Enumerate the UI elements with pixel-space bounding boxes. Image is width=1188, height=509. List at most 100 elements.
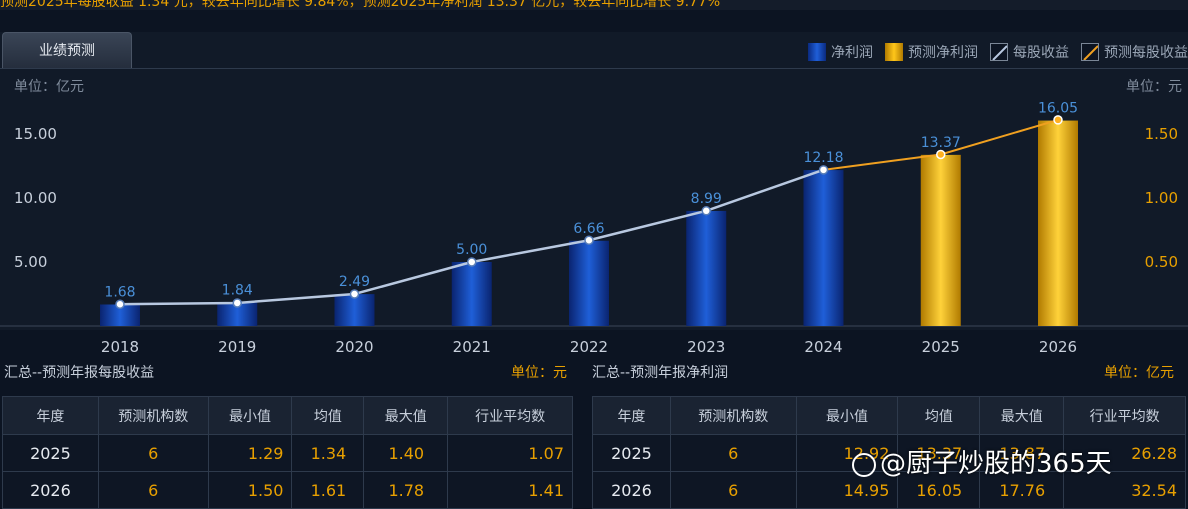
table-row: 2025 6 12.92 13.37 13.87 26.28: [592, 434, 1186, 472]
cell-industry-avg: 1.07: [447, 434, 573, 472]
bar-data-label: 12.18: [803, 150, 843, 166]
profit-summary-table: 年度 预测机构数 最小值 均值 最大值 行业平均数 2025 6 12.92 1…: [592, 396, 1186, 509]
cell-institutions: 6: [669, 471, 797, 509]
cell-mean: 1.61: [291, 471, 365, 509]
bar-data-label: 1.84: [222, 282, 253, 298]
net-profit-bar: [686, 210, 727, 326]
net-profit-bar: [803, 170, 844, 326]
cell-year: 2025: [592, 434, 671, 472]
net-profit-bar: [217, 302, 258, 326]
net-profit-bar: [569, 240, 609, 326]
table-row: 2025 6 1.29 1.34 1.40 1.07: [2, 434, 573, 472]
cell-max: 13.87: [979, 434, 1065, 472]
legend-forecast-net-profit-label: 预测净利润: [908, 45, 978, 61]
eps-point: [584, 235, 594, 245]
bar-data-label: 13.37: [921, 135, 961, 151]
net-profit-bar: [451, 262, 492, 326]
eps-point: [818, 165, 829, 175]
profit-table-title: 汇总--预测年报净利润: [592, 365, 729, 381]
left-axis-tick-label: 10.00: [14, 189, 57, 207]
legend-net-profit-label: 净利润: [831, 45, 873, 61]
forecast-net-profit-swatch: [885, 43, 903, 61]
cell-min: 1.50: [207, 471, 293, 509]
legend-forecast-eps[interactable]: 预测每股收益: [1081, 42, 1188, 62]
eps-point: [232, 298, 242, 308]
watermark-logo-icon: [852, 452, 876, 477]
top-ticker-text: 预测2025年每股收益 1.34 元，较去年同比增长 9.84%，预测2025年…: [0, 0, 721, 10]
col-mean: 均值: [897, 396, 981, 435]
net-profit-bar: [100, 304, 140, 326]
eps-point: [349, 289, 360, 299]
bar-data-label: 16.05: [1038, 101, 1078, 117]
x-axis-category-label: 2020: [335, 338, 373, 356]
left-axis-tick-label: 5.00: [14, 253, 47, 271]
forecast-eps-point: [1053, 115, 1063, 125]
bar-data-label: 1.68: [104, 284, 135, 300]
chart-legend: 净利润 预测净利润 每股收益 预测每股收益: [796, 42, 1188, 62]
forecast-net-profit-bar: [920, 154, 961, 326]
cell-max: 1.78: [363, 471, 449, 509]
cell-industry-avg: 26.28: [1063, 434, 1186, 472]
legend-net-profit[interactable]: 净利润: [808, 42, 873, 62]
forecast-eps-point: [936, 149, 946, 160]
legend-eps[interactable]: 每股收益: [990, 42, 1069, 62]
table-row: 2026 6 1.50 1.61 1.78 1.41: [2, 471, 573, 509]
bar-data-label: 8.99: [691, 191, 722, 207]
eps-line-swatch: [990, 43, 1008, 61]
x-axis-category-label: 2025: [922, 338, 960, 356]
eps-table-unit: 单位：元: [511, 365, 567, 381]
legend-eps-label: 每股收益: [1013, 45, 1069, 61]
eps-point: [701, 206, 711, 216]
top-ticker-bar: 预测2025年每股收益 1.34 元，较去年同比增长 9.84%，预测2025年…: [0, 0, 1188, 10]
cell-mean: 13.37: [897, 434, 981, 472]
net-profit-swatch: [808, 43, 826, 61]
eps-point: [467, 257, 477, 267]
right-axis-unit: 单位：元: [1126, 79, 1182, 95]
right-axis-tick-label: 1.50: [1145, 125, 1178, 143]
cell-max: 1.40: [363, 434, 449, 472]
col-max: 最大值: [979, 396, 1065, 435]
forecast-eps-line-swatch: [1081, 43, 1099, 61]
cell-year: 2026: [2, 471, 99, 509]
col-mean: 均值: [291, 396, 365, 435]
cell-institutions: 6: [97, 434, 209, 472]
col-year: 年度: [592, 396, 671, 435]
table-header-row: 年度 预测机构数 最小值 均值 最大值 行业平均数: [592, 396, 1186, 435]
cell-year: 2026: [592, 471, 671, 509]
left-axis-tick-label: 15.00: [14, 125, 57, 143]
profit-table-unit: 单位：亿元: [1104, 365, 1174, 381]
x-axis-category-label: 2022: [570, 338, 608, 356]
x-axis-category-label: 2024: [804, 338, 842, 356]
cell-mean: 1.34: [291, 434, 365, 472]
cell-industry-avg: 1.41: [447, 471, 573, 509]
x-axis-category-label: 2026: [1039, 338, 1077, 356]
cell-institutions: 6: [669, 434, 797, 472]
col-institutions: 预测机构数: [97, 396, 209, 435]
legend-forecast-eps-label: 预测每股收益: [1104, 45, 1188, 61]
x-axis-category-label: 2018: [101, 338, 139, 356]
col-industry-avg: 行业平均数: [447, 396, 573, 435]
col-min: 最小值: [795, 396, 899, 435]
col-max: 最大值: [363, 396, 449, 435]
x-axis-category-label: 2019: [218, 338, 256, 356]
x-axis-category-label: 2021: [453, 338, 491, 356]
x-axis-category-label: 2023: [687, 338, 725, 356]
table-header-row: 年度 预测机构数 最小值 均值 最大值 行业平均数: [2, 396, 573, 435]
bar-data-label: 2.49: [339, 274, 370, 290]
legend-forecast-net-profit[interactable]: 预测净利润: [885, 42, 978, 62]
tab-performance-forecast[interactable]: 业绩预测: [2, 32, 132, 69]
col-industry-avg: 行业平均数: [1063, 396, 1186, 435]
right-axis-tick-label: 1.00: [1145, 189, 1178, 207]
right-axis-tick-label: 0.50: [1145, 253, 1178, 271]
col-institutions: 预测机构数: [669, 396, 797, 435]
cell-min: 1.29: [207, 434, 293, 472]
cell-min: 12.92: [795, 434, 899, 472]
watermark: @厨子炒股的365天: [852, 443, 1112, 480]
net-profit-bar: [334, 294, 375, 326]
col-year: 年度: [2, 396, 99, 435]
eps-summary-table: 年度 预测机构数 最小值 均值 最大值 行业平均数 2025 6 1.29 1.…: [2, 396, 573, 509]
cell-institutions: 6: [97, 471, 209, 509]
bar-data-label: 6.66: [573, 221, 604, 237]
left-axis-unit: 单位：亿元: [14, 79, 84, 95]
col-min: 最小值: [207, 396, 293, 435]
